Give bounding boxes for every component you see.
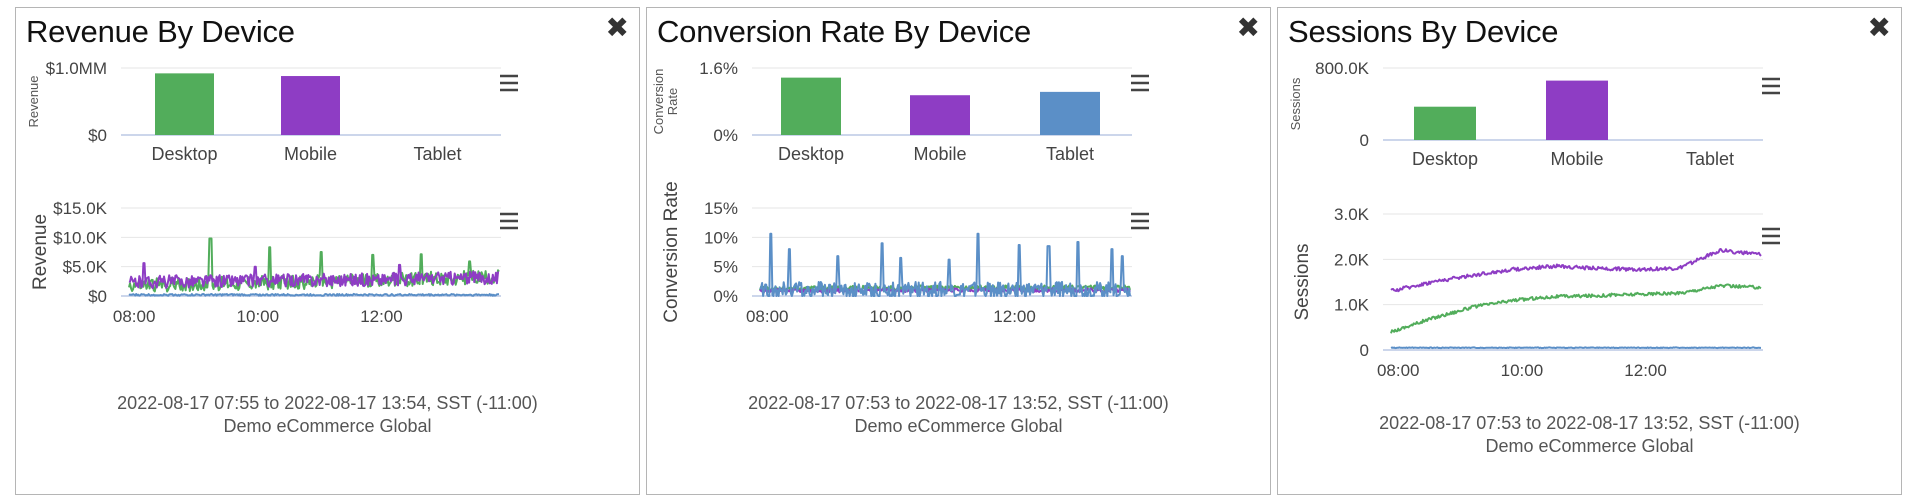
category-label: Mobile — [913, 144, 966, 164]
y-tick-label: $0 — [88, 126, 107, 145]
date-range: 2022-08-17 07:53 to 2022-08-17 13:52, SS… — [1379, 413, 1800, 433]
x-tick-label: 08:00 — [113, 307, 156, 326]
y-tick-label: $1.0MM — [46, 59, 107, 78]
x-tick-label: 12:00 — [1624, 361, 1667, 380]
chart-footer: 2022-08-17 07:53 to 2022-08-17 13:52, SS… — [647, 392, 1270, 438]
conversion-panel: Conversion Rate By Device ✖ 0% 1.6% Conver… — [646, 7, 1271, 495]
y-tick-label: 0 — [1360, 341, 1369, 360]
sessions-bar-chart: 0 800.0K Sessions Desktop Mobile Tablet — [1288, 59, 1780, 169]
panel-title: Conversion Rate By Device — [657, 14, 1032, 49]
chart-footer: 2022-08-17 07:55 to 2022-08-17 13:54, SS… — [16, 392, 639, 438]
y-tick-label: 0 — [1360, 131, 1369, 150]
y-tick-label: $0 — [88, 287, 107, 306]
date-range: 2022-08-17 07:53 to 2022-08-17 13:52, SS… — [748, 393, 1169, 413]
y-tick-label: $10.0K — [53, 228, 108, 247]
bar-mobile — [281, 76, 340, 135]
hamburger-menu-icon[interactable] — [1762, 77, 1780, 95]
series-line-mobile — [128, 262, 499, 290]
y-tick-label: 2.0K — [1334, 250, 1370, 269]
x-tick-label: 08:00 — [746, 307, 789, 326]
series-line-mobile — [1390, 248, 1762, 293]
y-tick-label: 0% — [713, 287, 738, 306]
revenue-panel: Revenue By Device ✖ $0 $1.0MM Revenue Deskt… — [15, 7, 640, 495]
category-label: Mobile — [284, 144, 337, 164]
bar-desktop — [1414, 106, 1476, 140]
close-icon[interactable]: ✖ — [605, 12, 629, 43]
y-tick-label: $15.0K — [53, 199, 108, 218]
conversion-bar-chart: 0% 1.6% Conversion Rate Desktop Mobile Tablet — [651, 59, 1149, 164]
y-tick-label: 5% — [713, 258, 738, 277]
y-axis-title: Sessions — [1292, 243, 1313, 320]
series-line-tablet — [759, 232, 1131, 297]
sessions-line-chart: 0 1.0K 2.0K 3.0K Sessions 08:00 10:00 12:00 — [1292, 205, 1780, 380]
account-name: Demo eCommerce Global — [1485, 436, 1694, 456]
y-tick-label: 15% — [704, 199, 738, 218]
hamburger-menu-icon[interactable] — [1131, 74, 1149, 92]
y-axis-title: Revenue — [26, 75, 41, 127]
x-tick-label: 12:00 — [360, 307, 403, 326]
hamburger-menu-icon[interactable] — [500, 212, 518, 230]
y-tick-label: 3.0K — [1334, 205, 1370, 224]
close-icon[interactable]: ✖ — [1867, 12, 1891, 43]
category-label: Tablet — [1046, 144, 1094, 164]
y-tick-label: 1.0K — [1334, 296, 1370, 315]
y-axis-title: Revenue — [30, 214, 51, 290]
category-label: Mobile — [1550, 149, 1603, 169]
panel-title: Revenue By Device — [26, 14, 295, 49]
panel-title: Sessions By Device — [1288, 14, 1559, 49]
category-label: Desktop — [1412, 149, 1478, 169]
x-tick-label: 12:00 — [993, 307, 1036, 326]
y-tick-label: $5.0K — [63, 258, 108, 277]
category-label: Tablet — [1686, 149, 1734, 169]
account-name: Demo eCommerce Global — [223, 416, 432, 436]
y-axis-title: Conversion Rate — [661, 181, 682, 323]
x-tick-label: 10:00 — [237, 307, 280, 326]
bar-desktop — [781, 77, 841, 135]
conversion-line-chart: 0% 5% 10% 15% Conversion Rate 08:00 10:00 12:00 — [661, 181, 1149, 326]
sessions-panel: Sessions By Device ✖ 0 800.0K Sessions Desk… — [1277, 7, 1902, 495]
bar-tablet — [1040, 91, 1100, 135]
chart-footer: 2022-08-17 07:53 to 2022-08-17 13:52, SS… — [1278, 412, 1901, 458]
y-axis-title: Sessions — [1288, 77, 1303, 130]
category-label: Desktop — [778, 144, 844, 164]
hamburger-menu-icon[interactable] — [500, 74, 518, 92]
bar-desktop — [155, 73, 214, 135]
y-tick-label: 800.0K — [1315, 59, 1370, 78]
series-line-tablet — [1390, 346, 1761, 350]
x-tick-label: 10:00 — [1501, 361, 1544, 380]
account-name: Demo eCommerce Global — [854, 416, 1063, 436]
hamburger-menu-icon[interactable] — [1131, 212, 1149, 230]
x-tick-label: 08:00 — [1377, 361, 1420, 380]
bar-mobile — [1546, 80, 1608, 140]
y-axis-title: Conversion — [651, 69, 666, 135]
bar-mobile — [910, 95, 970, 135]
date-range: 2022-08-17 07:55 to 2022-08-17 13:54, SS… — [117, 393, 538, 413]
category-label: Desktop — [151, 144, 217, 164]
y-tick-label: 0% — [713, 126, 738, 145]
close-icon[interactable]: ✖ — [1236, 12, 1260, 43]
y-tick-label: 10% — [704, 228, 738, 247]
x-tick-label: 10:00 — [870, 307, 913, 326]
y-axis-title: Rate — [665, 88, 680, 115]
series-line-tablet — [128, 292, 500, 297]
y-tick-label: 1.6% — [699, 59, 738, 78]
hamburger-menu-icon[interactable] — [1762, 227, 1780, 245]
revenue-bar-chart: $0 $1.0MM Revenue Desktop Mobile Tablet — [26, 59, 518, 164]
series-line-desktop — [1390, 283, 1762, 334]
category-label: Tablet — [413, 144, 461, 164]
